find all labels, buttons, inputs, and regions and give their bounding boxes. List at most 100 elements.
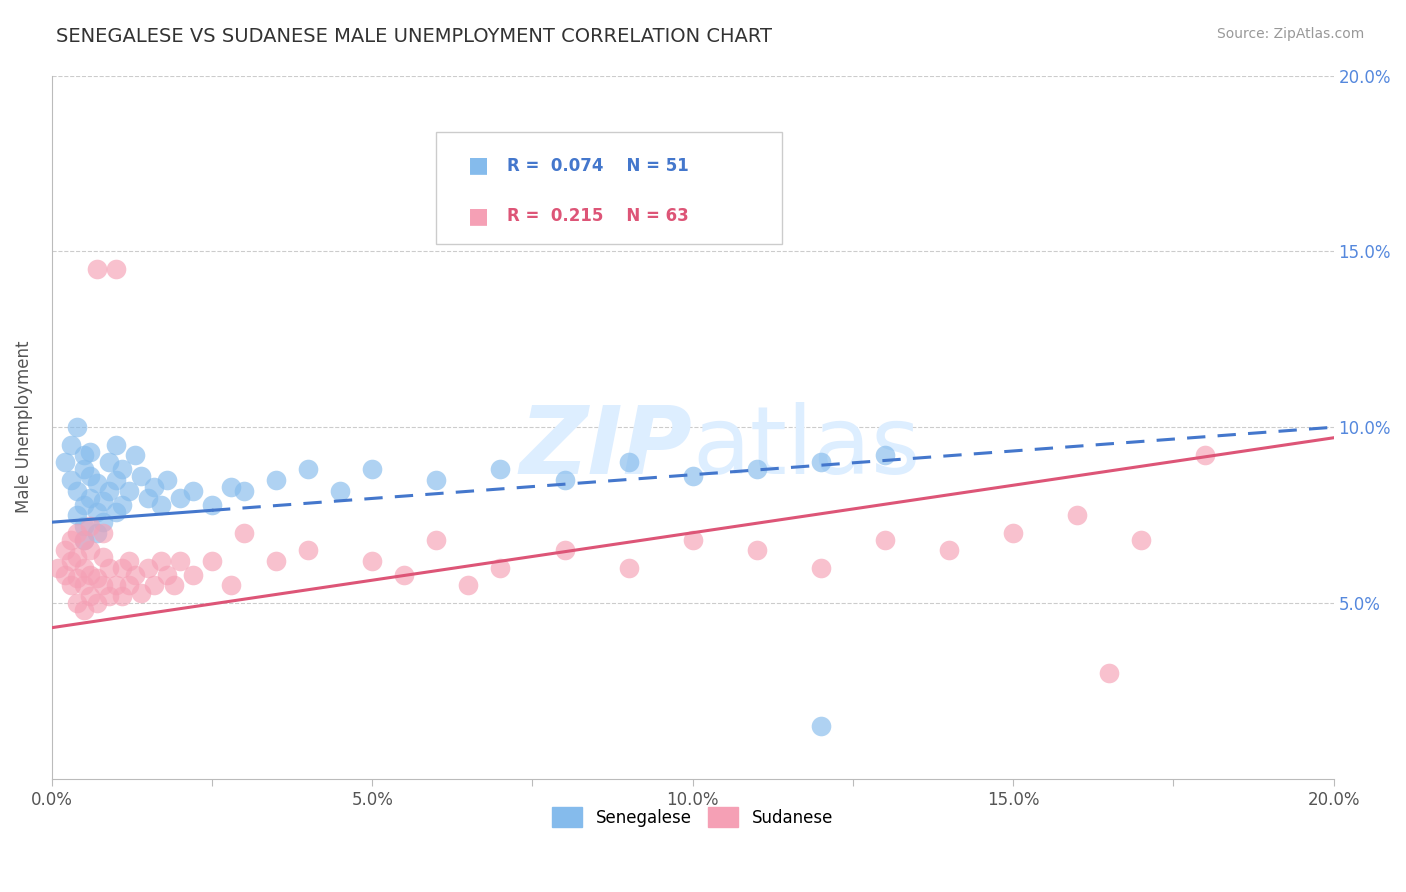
Point — [111, 462, 134, 476]
Point — [79, 543, 101, 558]
Point — [104, 578, 127, 592]
Point — [361, 462, 384, 476]
Point — [59, 554, 82, 568]
Point — [617, 561, 640, 575]
Point — [104, 505, 127, 519]
Point — [86, 596, 108, 610]
Point — [104, 438, 127, 452]
Point — [682, 469, 704, 483]
Point — [156, 568, 179, 582]
Point — [489, 462, 512, 476]
Point — [745, 543, 768, 558]
Text: R =  0.215    N = 63: R = 0.215 N = 63 — [506, 207, 689, 225]
Point — [682, 533, 704, 547]
Point — [111, 498, 134, 512]
Point — [143, 578, 166, 592]
Point — [329, 483, 352, 498]
Point — [1194, 448, 1216, 462]
Point — [66, 508, 89, 523]
Point — [91, 494, 114, 508]
Point — [73, 498, 96, 512]
Point — [118, 554, 141, 568]
Point — [73, 518, 96, 533]
Point — [149, 554, 172, 568]
Point — [79, 518, 101, 533]
Text: ■: ■ — [468, 155, 489, 176]
Point — [111, 589, 134, 603]
Point — [79, 568, 101, 582]
Point — [264, 554, 287, 568]
Point — [59, 578, 82, 592]
Point — [91, 550, 114, 565]
Point — [86, 505, 108, 519]
Point — [104, 262, 127, 277]
Point — [457, 578, 479, 592]
Point — [1066, 508, 1088, 523]
Point — [53, 568, 76, 582]
Point — [66, 483, 89, 498]
Point — [73, 448, 96, 462]
Point — [98, 455, 121, 469]
Point — [59, 438, 82, 452]
Point — [233, 483, 256, 498]
Point — [86, 476, 108, 491]
Point — [131, 469, 153, 483]
Point — [169, 491, 191, 505]
Point — [86, 525, 108, 540]
Point — [66, 596, 89, 610]
Point — [86, 262, 108, 277]
Point — [810, 455, 832, 469]
Point — [149, 498, 172, 512]
Point — [873, 448, 896, 462]
Point — [131, 585, 153, 599]
Point — [264, 473, 287, 487]
Point — [111, 561, 134, 575]
Point — [136, 561, 159, 575]
Point — [73, 533, 96, 547]
Point — [1098, 666, 1121, 681]
Point — [201, 554, 224, 568]
Point — [66, 550, 89, 565]
Point — [124, 568, 146, 582]
Point — [59, 473, 82, 487]
Point — [233, 525, 256, 540]
Point — [181, 483, 204, 498]
Point — [46, 561, 69, 575]
Point — [489, 561, 512, 575]
Point — [1130, 533, 1153, 547]
Text: SENEGALESE VS SUDANESE MALE UNEMPLOYMENT CORRELATION CHART: SENEGALESE VS SUDANESE MALE UNEMPLOYMENT… — [56, 27, 772, 45]
Text: Source: ZipAtlas.com: Source: ZipAtlas.com — [1216, 27, 1364, 41]
Point — [162, 578, 184, 592]
Point — [73, 462, 96, 476]
Point — [553, 543, 575, 558]
Point — [91, 515, 114, 529]
Point — [53, 455, 76, 469]
Point — [73, 578, 96, 592]
Point — [59, 533, 82, 547]
Point — [143, 480, 166, 494]
Text: atlas: atlas — [693, 402, 921, 494]
Y-axis label: Male Unemployment: Male Unemployment — [15, 341, 32, 514]
Point — [98, 561, 121, 575]
Point — [124, 448, 146, 462]
Point — [810, 719, 832, 733]
Point — [118, 483, 141, 498]
Point — [297, 462, 319, 476]
Point — [79, 469, 101, 483]
Point — [394, 568, 416, 582]
Point — [86, 571, 108, 585]
Point — [53, 543, 76, 558]
Point — [810, 561, 832, 575]
Point — [361, 554, 384, 568]
Point — [136, 491, 159, 505]
Point — [73, 603, 96, 617]
FancyBboxPatch shape — [436, 132, 782, 244]
Point — [425, 473, 447, 487]
Point — [938, 543, 960, 558]
Point — [73, 561, 96, 575]
Point — [91, 525, 114, 540]
Point — [66, 571, 89, 585]
Point — [91, 578, 114, 592]
Point — [219, 480, 242, 494]
Point — [181, 568, 204, 582]
